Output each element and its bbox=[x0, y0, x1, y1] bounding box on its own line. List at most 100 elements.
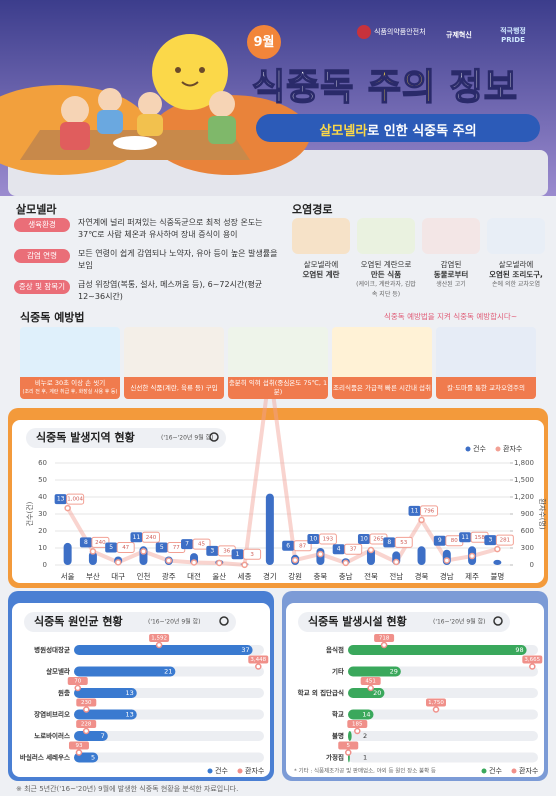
chart-title: 식중독 발생시설 현황 bbox=[308, 614, 407, 628]
patient-dot bbox=[140, 548, 147, 555]
route-line: 오염된 계란 bbox=[302, 270, 340, 279]
y2-tick-label: 1,800 bbox=[514, 459, 534, 467]
patient-dot bbox=[83, 706, 90, 713]
patient-dot bbox=[64, 504, 71, 512]
person bbox=[61, 96, 89, 124]
x-tick-label: 인천 bbox=[137, 571, 151, 581]
patient-label-bg bbox=[91, 536, 110, 548]
count-label: 11 bbox=[411, 507, 419, 514]
patient-label-bg bbox=[66, 493, 85, 505]
bar bbox=[74, 709, 137, 720]
y-tick-label: 10 bbox=[38, 544, 47, 552]
patient-label-bg bbox=[522, 655, 543, 664]
legend-label: 환자수 bbox=[519, 766, 539, 775]
subtitle-pill bbox=[256, 114, 540, 142]
route-text: 살모넬라에 오염된 계란 bbox=[290, 260, 352, 280]
patient-dot bbox=[432, 706, 440, 713]
patient-label: 3 bbox=[250, 552, 254, 558]
patient-label-bg bbox=[149, 634, 170, 642]
count-label: 11 bbox=[133, 534, 141, 541]
patient-label: 230 bbox=[81, 700, 92, 706]
search-icon bbox=[493, 616, 503, 626]
x-tick-label: 세종 bbox=[238, 572, 252, 581]
legend-label: 환자수 bbox=[503, 444, 523, 453]
y-tick-label: 노로바이러스 bbox=[34, 731, 70, 740]
count-label: 4 bbox=[337, 546, 341, 553]
count-label: 14 bbox=[362, 711, 370, 719]
count-label: 5 bbox=[109, 544, 113, 551]
patient-label-bg bbox=[76, 720, 97, 728]
patient-label-bg bbox=[347, 720, 368, 728]
patient-dot bbox=[354, 727, 361, 735]
route-image bbox=[487, 218, 545, 254]
bar bbox=[348, 731, 352, 741]
patient-dot bbox=[393, 558, 400, 566]
patient-dot bbox=[82, 727, 90, 735]
patient-label: 5 bbox=[347, 743, 351, 749]
patient-label: 718 bbox=[379, 636, 390, 642]
patient-label: 37 bbox=[350, 547, 357, 553]
caption-line: 충분히 익혀 섭취(중심온도 75℃, 1분) bbox=[228, 379, 328, 396]
y-tick-label: 살모넬라 bbox=[46, 667, 70, 676]
title-part: 정보 bbox=[449, 66, 518, 109]
title-pill bbox=[24, 612, 236, 632]
count-label: 29 bbox=[390, 668, 398, 676]
footnote: ※ 최근 5년간('16~'20년) 9월에 발생한 식중독 현황을 분석한 자… bbox=[16, 785, 239, 793]
y-tick-label: 장염비브리오 bbox=[34, 710, 70, 719]
patient-dot bbox=[494, 545, 501, 553]
prevention-card: 칼·도마를 통한 교차오염주의 bbox=[436, 327, 536, 399]
chart-subtitle: ('16~'20년 9월 합) bbox=[433, 618, 485, 626]
patient-dot bbox=[468, 552, 476, 560]
x-tick-label: 경남 bbox=[440, 571, 454, 581]
bar bbox=[88, 551, 97, 565]
y-axis-label: 건수(건) bbox=[25, 501, 34, 526]
legend-label: 건수 bbox=[473, 444, 486, 453]
count-label: 98 bbox=[515, 646, 523, 654]
patient-label-bg bbox=[243, 548, 262, 560]
count-label-bg bbox=[357, 534, 370, 544]
row-label: 증상 및 잠복기 bbox=[14, 280, 70, 294]
track bbox=[348, 709, 538, 720]
count-label: 6 bbox=[286, 542, 290, 549]
patient-label: 451 bbox=[365, 679, 376, 685]
count-label-bg bbox=[79, 537, 92, 548]
y-tick-label: 0 bbox=[43, 561, 47, 569]
patient-label: 93 bbox=[75, 743, 82, 749]
patient-label-bg bbox=[76, 698, 97, 707]
chart-note: * 기타 : 식품제조가공 및 판매업소, 야외 등 원인 장소 불확 등 bbox=[294, 767, 436, 775]
x-tick-label: 경북 bbox=[415, 571, 429, 581]
x-tick-label: 전남 bbox=[389, 571, 403, 581]
chart-subtitle: ('16~'20년 9월 합) bbox=[148, 618, 200, 626]
legend-label: 환자수 bbox=[245, 766, 265, 775]
count-label: 10 bbox=[360, 536, 368, 543]
y2-tick-label: 1,500 bbox=[514, 476, 534, 484]
x-tick-label: 충남 bbox=[339, 572, 353, 581]
y-tick-label: 20 bbox=[38, 527, 47, 535]
prevention-card: 비누로 30초 이상 손 씻기 (조리 전 후, 계란 취급 후, 화장실 사용 … bbox=[20, 327, 120, 399]
route-text: 오염된 계란으로 만든 식품 (케이크, 계란과자, 김밥 속 지단 등) bbox=[355, 260, 417, 300]
patient-label: 3,448 bbox=[250, 657, 266, 663]
count-label: 20 bbox=[373, 689, 381, 697]
person bbox=[98, 88, 122, 112]
bar bbox=[74, 645, 253, 655]
y-tick-label: 가정집 bbox=[326, 753, 344, 762]
count-label-bg bbox=[231, 549, 244, 560]
patient-label: 240 bbox=[146, 535, 157, 541]
count-label-bg bbox=[130, 532, 143, 543]
route-line: (케이크, 계란과자, 김밥 속 지단 등) bbox=[356, 281, 416, 298]
patient-label-bg bbox=[374, 634, 395, 642]
patient-label-bg bbox=[141, 531, 160, 543]
legend-marker bbox=[481, 768, 487, 774]
patient-dot bbox=[443, 557, 451, 564]
count-label-bg bbox=[155, 542, 168, 553]
legend-marker bbox=[237, 768, 243, 774]
moon-smile bbox=[181, 81, 199, 87]
legend-marker bbox=[207, 768, 213, 774]
row-label: 생육환경 bbox=[14, 218, 70, 232]
bar bbox=[348, 666, 401, 677]
y2-tick-label: 900 bbox=[521, 510, 534, 518]
subtitle-part: 로 인한 식중독 주의 bbox=[367, 124, 477, 139]
patient-label-bg bbox=[67, 677, 88, 685]
track bbox=[348, 731, 538, 741]
chart-subtitle: ('16~'20년 9월 합) bbox=[161, 434, 213, 442]
